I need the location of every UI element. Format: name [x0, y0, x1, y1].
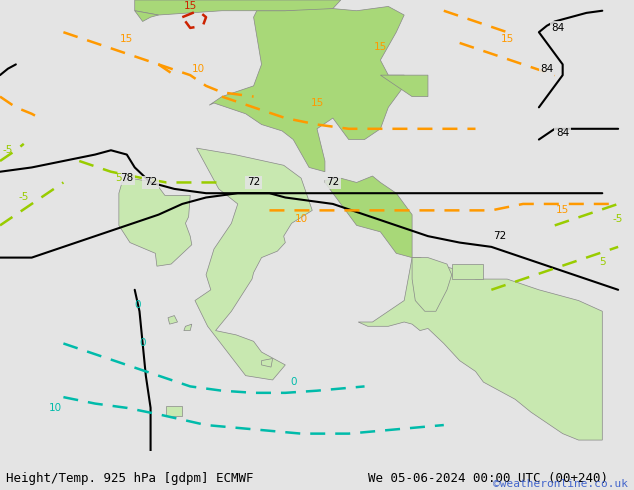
Text: 5: 5 [599, 257, 605, 267]
Text: 84: 84 [540, 64, 553, 74]
Polygon shape [168, 316, 178, 324]
Text: 15: 15 [374, 42, 387, 52]
Polygon shape [380, 75, 428, 97]
Text: 72: 72 [493, 231, 506, 241]
Polygon shape [451, 264, 483, 279]
Text: Height/Temp. 925 hPa [gdpm] ECMWF: Height/Temp. 925 hPa [gdpm] ECMWF [6, 472, 254, 485]
Polygon shape [412, 258, 451, 311]
Text: 0: 0 [139, 339, 146, 348]
Text: 10: 10 [49, 403, 62, 413]
Text: 10: 10 [295, 214, 307, 224]
Polygon shape [119, 178, 191, 266]
Text: 15: 15 [556, 205, 569, 216]
Text: 10: 10 [191, 64, 205, 74]
Polygon shape [358, 258, 602, 440]
Polygon shape [134, 11, 158, 22]
Polygon shape [261, 359, 273, 367]
Polygon shape [195, 148, 312, 380]
Text: 15: 15 [311, 98, 323, 108]
Text: ©weatheronline.co.uk: ©weatheronline.co.uk [493, 479, 628, 489]
Text: -5: -5 [3, 145, 13, 155]
Polygon shape [325, 176, 412, 258]
Text: 84: 84 [556, 128, 569, 138]
Polygon shape [184, 324, 191, 331]
Text: 0: 0 [290, 377, 297, 387]
Text: 72: 72 [144, 177, 157, 188]
Text: 15: 15 [501, 34, 514, 44]
Text: 72: 72 [247, 177, 260, 188]
Text: 5: 5 [115, 173, 122, 183]
Polygon shape [134, 0, 341, 15]
Text: 0: 0 [134, 300, 141, 310]
Text: 84: 84 [552, 23, 564, 33]
Text: 15: 15 [184, 1, 197, 11]
Text: 15: 15 [120, 34, 133, 44]
Polygon shape [209, 6, 404, 172]
Text: -5: -5 [613, 214, 623, 224]
Text: We 05-06-2024 00:00 UTC (00+240): We 05-06-2024 00:00 UTC (00+240) [368, 472, 608, 485]
Text: -5: -5 [18, 193, 29, 202]
Text: 72: 72 [327, 177, 339, 188]
Polygon shape [166, 406, 183, 416]
Text: 78: 78 [120, 173, 133, 183]
